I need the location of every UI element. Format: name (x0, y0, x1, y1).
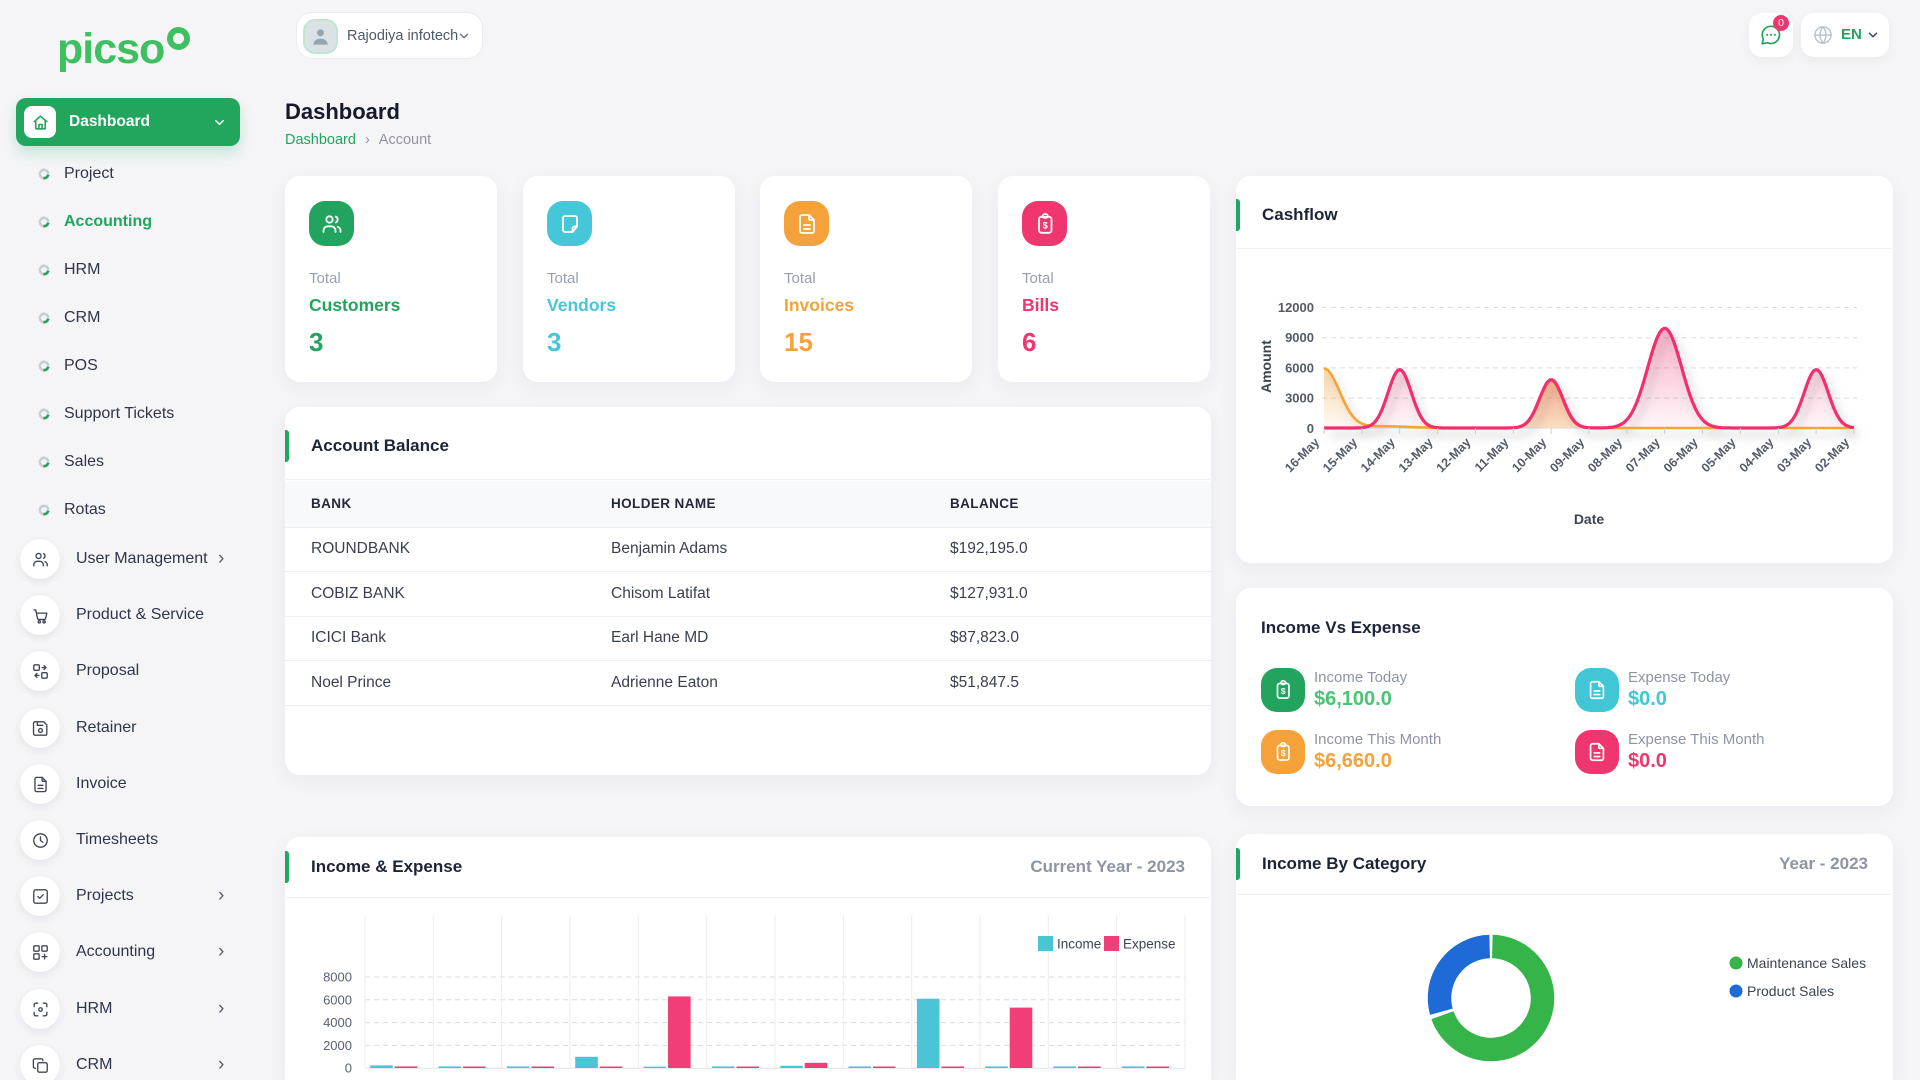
svg-text:Income: Income (1057, 937, 1101, 952)
svg-text:09-May: 09-May (1547, 435, 1587, 475)
svg-text:Expense: Expense (1123, 937, 1176, 952)
svg-text:9000: 9000 (1285, 330, 1314, 345)
svg-text:16-May: 16-May (1282, 435, 1322, 475)
svg-text:$: $ (1281, 686, 1286, 696)
svg-text:Maintenance Sales: Maintenance Sales (1747, 955, 1866, 971)
svg-text:06-May: 06-May (1661, 435, 1701, 475)
svg-text:14-May: 14-May (1358, 435, 1398, 475)
svg-text:$: $ (1042, 220, 1048, 231)
svg-text:2000: 2000 (323, 1038, 352, 1053)
svg-text:08-May: 08-May (1585, 435, 1625, 475)
svg-text:4000: 4000 (323, 1015, 352, 1030)
svg-text:3000: 3000 (1285, 391, 1314, 406)
svg-text:11-May: 11-May (1472, 435, 1511, 474)
svg-text:8000: 8000 (323, 970, 352, 985)
svg-text:12000: 12000 (1278, 300, 1314, 315)
svg-text:15-May: 15-May (1320, 435, 1360, 475)
svg-text:0: 0 (1307, 421, 1314, 436)
svg-text:04-May: 04-May (1737, 435, 1777, 475)
svg-text:0: 0 (345, 1061, 352, 1076)
svg-text:12-May: 12-May (1434, 435, 1474, 475)
svg-text:07-May: 07-May (1623, 435, 1663, 475)
svg-text:10-May: 10-May (1509, 435, 1549, 475)
svg-text:13-May: 13-May (1396, 435, 1436, 475)
svg-text:Product Sales: Product Sales (1747, 983, 1834, 999)
svg-text:02-May: 02-May (1812, 435, 1852, 475)
svg-text:03-May: 03-May (1774, 435, 1814, 475)
svg-text:Date: Date (1574, 511, 1605, 527)
svg-text:6000: 6000 (1285, 360, 1314, 375)
svg-text:6000: 6000 (323, 992, 352, 1007)
svg-text:Amount: Amount (1258, 340, 1274, 393)
svg-text:$: $ (1281, 748, 1286, 758)
svg-text:05-May: 05-May (1699, 435, 1739, 475)
